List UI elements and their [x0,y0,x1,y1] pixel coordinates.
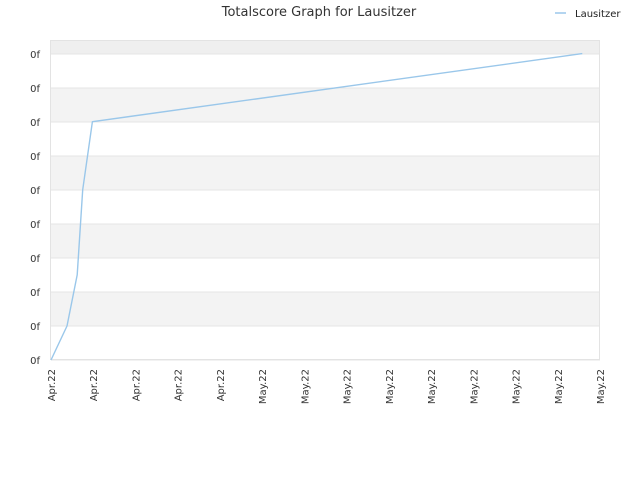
y-axis-tick-labels: 0f 0f 0f 0f 0f 0f 0f 0f 0f 0f [30,50,40,367]
y-tick-label: 0f [30,152,40,163]
x-tick-label: May.22 [596,369,607,404]
plot-frame [50,40,600,360]
series-point[interactable] [65,324,69,328]
x-axis-tick-labels: Apr.22 Apr.22 Apr.22 Apr.22 Apr.22 May.22 May.… [47,369,607,404]
y-tick-label: 0f [30,220,40,231]
series-point[interactable] [580,52,584,56]
legend-label-lausitzer: Lausitzer [575,9,621,20]
plot-band [51,40,600,54]
y-tick-label: 0f [30,288,40,299]
plot-band [51,258,600,292]
series-layer [49,52,584,362]
plot-band [51,326,600,360]
series-point[interactable] [81,188,85,192]
plot-bands [51,40,600,360]
x-tick-label: Apr.22 [216,369,227,401]
x-tick-label: May.22 [258,369,269,404]
plot-band [51,190,600,224]
plot-band [51,224,600,258]
plot-band [51,88,600,122]
series-line-lausitzer[interactable] [50,52,583,361]
plot-band [51,122,600,156]
y-tick-label: 0f [30,84,40,95]
legend[interactable]: Lausitzer [555,9,621,20]
x-tick-label: May.22 [469,369,480,404]
x-tick-label: May.22 [427,369,438,404]
chart-title: Totalscore Graph for Lausitzer [221,5,417,20]
x-tick-label: May.22 [512,369,523,404]
plot-band [51,156,600,190]
y-tick-label: 0f [30,322,40,333]
y-tick-label: 0f [30,118,40,129]
y-tick-label: 0f [30,356,40,367]
x-tick-label: May.22 [343,369,354,404]
x-tick-label: May.22 [554,369,565,404]
y-tick-label: 0f [30,50,40,61]
series-point[interactable] [49,358,53,362]
plot-band [51,54,600,88]
series-point[interactable] [75,273,79,277]
plot-band [51,292,600,326]
x-tick-label: Apr.22 [174,369,185,401]
x-tick-label: May.22 [385,369,396,404]
x-tick-label: Apr.22 [89,369,100,401]
y-tick-label: 0f [30,186,40,197]
series-point[interactable] [90,120,94,124]
x-tick-label: Apr.22 [47,369,58,401]
x-tick-label: May.22 [300,369,311,404]
x-tick-label: Apr.22 [131,369,142,401]
y-tick-label: 0f [30,254,40,265]
